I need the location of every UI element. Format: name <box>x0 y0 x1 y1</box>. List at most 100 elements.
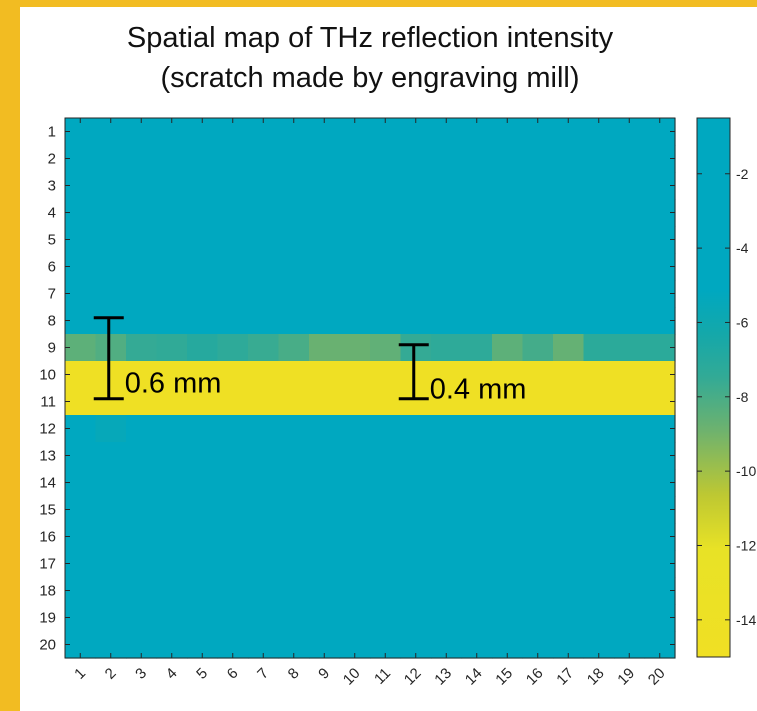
heat-cell-r11-c1 <box>65 388 97 416</box>
heat-cell-r18-c17 <box>553 577 585 605</box>
heat-cell-r16-c2 <box>95 523 127 551</box>
heat-cell-r12-c14 <box>461 415 493 443</box>
heat-cell-r19-c12 <box>400 604 432 632</box>
heat-cell-r3-c8 <box>278 172 310 200</box>
heat-cell-r16-c14 <box>461 523 493 551</box>
heat-cell-r7-c12 <box>400 280 432 308</box>
heat-cell-r8-c1 <box>65 307 97 335</box>
heat-cell-r7-c7 <box>248 280 280 308</box>
heat-cell-r9-c1 <box>65 334 97 362</box>
heat-cell-r18-c12 <box>400 577 432 605</box>
heat-cell-r15-c1 <box>65 496 97 524</box>
heat-cell-r14-c10 <box>339 469 371 497</box>
heat-cell-r13-c11 <box>370 442 402 470</box>
heat-cell-r2-c19 <box>614 145 646 173</box>
heat-cell-r4-c5 <box>187 199 219 227</box>
heat-cell-r17-c14 <box>461 550 493 578</box>
heat-cell-r19-c7 <box>248 604 280 632</box>
heat-cell-r7-c4 <box>156 280 188 308</box>
y-tick-label: 13 <box>39 448 56 465</box>
heat-cell-r6-c3 <box>126 253 158 281</box>
heat-cell-r7-c9 <box>309 280 341 308</box>
heat-cell-r9-c12 <box>400 334 432 362</box>
heat-cell-r16-c19 <box>614 523 646 551</box>
heat-cell-r18-c4 <box>156 577 188 605</box>
heat-cell-r10-c13 <box>431 361 463 389</box>
heat-cell-r18-c13 <box>431 577 463 605</box>
x-tick-label: 18 <box>584 665 608 689</box>
heat-cell-r7-c1 <box>65 280 97 308</box>
heat-cell-r18-c10 <box>339 577 371 605</box>
heat-cell-r7-c11 <box>370 280 402 308</box>
heat-cell-r9-c4 <box>156 334 188 362</box>
chart-title-line-2: (scratch made by engraving mill) <box>160 62 580 94</box>
x-tick-label: 10 <box>340 665 364 689</box>
heat-cell-r4-c10 <box>339 199 371 227</box>
heat-cell-r15-c17 <box>553 496 585 524</box>
heat-cell-r5-c7 <box>248 226 280 254</box>
heat-cell-r18-c14 <box>461 577 493 605</box>
heat-cell-r14-c4 <box>156 469 188 497</box>
heat-cell-r3-c13 <box>431 172 463 200</box>
heat-cell-r2-c11 <box>370 145 402 173</box>
heat-cell-r18-c8 <box>278 577 310 605</box>
heat-cell-r19-c11 <box>370 604 402 632</box>
heat-cell-r14-c6 <box>217 469 249 497</box>
heat-cell-r12-c18 <box>583 415 615 443</box>
heat-cell-r12-c9 <box>309 415 341 443</box>
x-tick-label: 4 <box>163 665 181 683</box>
x-tick-label: 7 <box>254 665 272 683</box>
heat-cell-r3-c7 <box>248 172 280 200</box>
heat-cell-r11-c5 <box>187 388 219 416</box>
heat-cell-r9-c16 <box>522 334 554 362</box>
heat-cell-r8-c17 <box>553 307 585 335</box>
y-tick-label: 3 <box>48 178 56 195</box>
heat-cell-r2-c8 <box>278 145 310 173</box>
heat-cell-r3-c2 <box>95 172 127 200</box>
heat-cell-r12-c16 <box>522 415 554 443</box>
x-tick-label: 3 <box>132 665 150 683</box>
heat-cell-r19-c3 <box>126 604 158 632</box>
y-tick-label: 1 <box>48 124 56 141</box>
heat-cell-r9-c8 <box>278 334 310 362</box>
heat-cell-r18-c16 <box>522 577 554 605</box>
heat-cell-r18-c7 <box>248 577 280 605</box>
x-tick-label: 12 <box>401 665 425 689</box>
heat-cell-r14-c7 <box>248 469 280 497</box>
heat-cell-r4-c16 <box>522 199 554 227</box>
heat-cell-r19-c5 <box>187 604 219 632</box>
heat-cell-r15-c9 <box>309 496 341 524</box>
heat-cell-r9-c11 <box>370 334 402 362</box>
annotation-2: 0.4 mm <box>398 343 526 406</box>
y-tick-label: 16 <box>39 529 56 546</box>
heat-cell-r10-c5 <box>187 361 219 389</box>
heat-cell-r10-c7 <box>248 361 280 389</box>
heat-cell-r4-c15 <box>492 199 524 227</box>
heat-cell-r2-c7 <box>248 145 280 173</box>
heat-cell-r8-c13 <box>431 307 463 335</box>
heat-cell-r2-c6 <box>217 145 249 173</box>
heat-cell-r7-c5 <box>187 280 219 308</box>
heat-cell-r10-c9 <box>309 361 341 389</box>
heat-cell-r14-c11 <box>370 469 402 497</box>
annotations: 0.6 mm 0.4 mm <box>93 316 526 406</box>
heat-cell-r5-c17 <box>553 226 585 254</box>
heat-cell-r16-c12 <box>400 523 432 551</box>
heat-cell-r18-c2 <box>95 577 127 605</box>
colorbar-tick-label: -8 <box>736 389 749 405</box>
heat-cell-r18-c18 <box>583 577 615 605</box>
heat-cell-r17-c6 <box>217 550 249 578</box>
heat-cell-r15-c5 <box>187 496 219 524</box>
heat-cell-r5-c1 <box>65 226 97 254</box>
y-tick-label: 2 <box>48 151 56 168</box>
heat-cell-r5-c3 <box>126 226 158 254</box>
heat-cell-r12-c2 <box>95 415 127 443</box>
colorbar-tick-label: -4 <box>736 240 749 256</box>
heat-cell-r8-c4 <box>156 307 188 335</box>
colorbar-tick-label: -10 <box>736 463 756 479</box>
heat-cell-r2-c12 <box>400 145 432 173</box>
heat-cell-r13-c4 <box>156 442 188 470</box>
heat-cell-r9-c3 <box>126 334 158 362</box>
heat-cell-r4-c3 <box>126 199 158 227</box>
heat-cell-r12-c10 <box>339 415 371 443</box>
